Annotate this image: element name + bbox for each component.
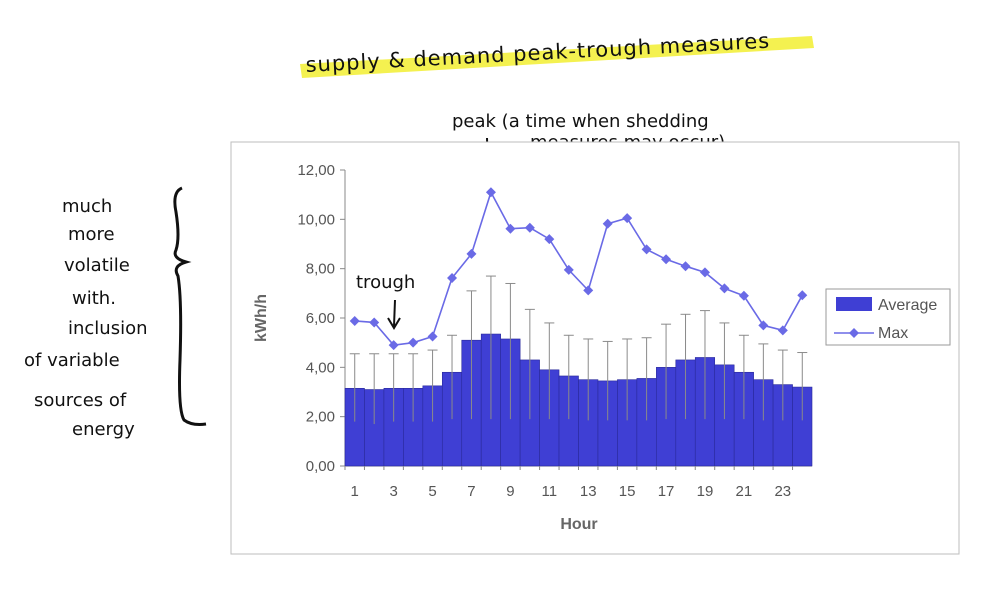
max-point xyxy=(758,320,769,331)
legend: Average Max xyxy=(825,288,951,346)
peak-label-line1: peak (a time when shedding xyxy=(452,111,709,132)
curly-brace xyxy=(173,186,207,426)
y-axis-title: kWh/h xyxy=(253,294,270,342)
max-point xyxy=(349,315,360,326)
side-note-line: more xyxy=(68,224,115,245)
trough-annotation: trough xyxy=(356,272,415,330)
max-point xyxy=(622,213,633,224)
y-tick-label: 4,00 xyxy=(306,359,335,376)
side-note-line: sources of xyxy=(34,390,127,411)
max-point xyxy=(369,317,380,328)
x-tick-label: 3 xyxy=(389,483,397,500)
y-tick-label: 8,00 xyxy=(306,261,335,278)
trough-label: trough xyxy=(356,272,415,293)
x-axis-title: Hour xyxy=(560,516,597,533)
max-point xyxy=(544,234,555,245)
max-point xyxy=(719,283,730,294)
legend-max-label: Max xyxy=(878,325,908,342)
max-point xyxy=(641,244,652,255)
x-tick-label: 11 xyxy=(542,483,558,500)
y-tick-label: 6,00 xyxy=(306,310,335,327)
x-tick-label: 19 xyxy=(697,483,714,500)
y-tick-label: 0,00 xyxy=(306,458,335,475)
legend-average-swatch xyxy=(836,297,872,311)
x-tick-label: 23 xyxy=(774,483,791,500)
side-note-line: volatile xyxy=(64,255,130,276)
x-tick-label: 21 xyxy=(736,483,753,500)
max-point xyxy=(524,222,535,233)
max-point xyxy=(699,267,710,278)
side-note-line: energy xyxy=(72,419,135,440)
chart-frame xyxy=(230,141,960,555)
max-point xyxy=(505,223,516,234)
x-tick-label: 13 xyxy=(580,483,597,500)
side-note-line: with. xyxy=(72,288,116,309)
max-point xyxy=(797,290,808,301)
legend-max-marker xyxy=(849,328,859,338)
max-point xyxy=(661,254,672,265)
y-tick-label: 2,00 xyxy=(306,409,335,426)
y-tick-label: 12,00 xyxy=(297,162,335,179)
max-point xyxy=(447,273,458,284)
max-point xyxy=(777,325,788,336)
side-note-line: inclusion xyxy=(68,318,148,339)
trough-arrow xyxy=(387,299,401,330)
y-tick-label: 10,00 xyxy=(297,211,335,228)
max-point xyxy=(563,264,574,275)
max-point xyxy=(408,337,419,348)
max-point xyxy=(466,248,477,259)
title-text: supply & demand peak-trough measures xyxy=(305,29,771,77)
max-point xyxy=(680,261,691,272)
x-tick-label: 7 xyxy=(467,483,475,500)
x-tick-label: 17 xyxy=(658,483,675,500)
max-point xyxy=(388,340,399,351)
x-tick-label: 15 xyxy=(619,483,636,500)
side-note: much more volatile with. inclusion of variabl… xyxy=(24,196,148,440)
side-note-line: much xyxy=(62,196,112,217)
max-point xyxy=(583,285,594,296)
x-tick-label: 9 xyxy=(506,483,514,500)
side-note-line: of variable xyxy=(24,350,120,371)
legend-average-label: Average xyxy=(878,297,937,314)
max-point xyxy=(485,187,496,198)
title-highlight xyxy=(300,36,814,78)
max-point xyxy=(602,218,613,229)
max-point xyxy=(738,290,749,301)
x-tick-label: 5 xyxy=(428,483,436,500)
title-annotation: supply & demand peak-trough measures xyxy=(300,29,814,78)
max-point xyxy=(427,331,438,342)
x-tick-label: 1 xyxy=(351,483,359,500)
